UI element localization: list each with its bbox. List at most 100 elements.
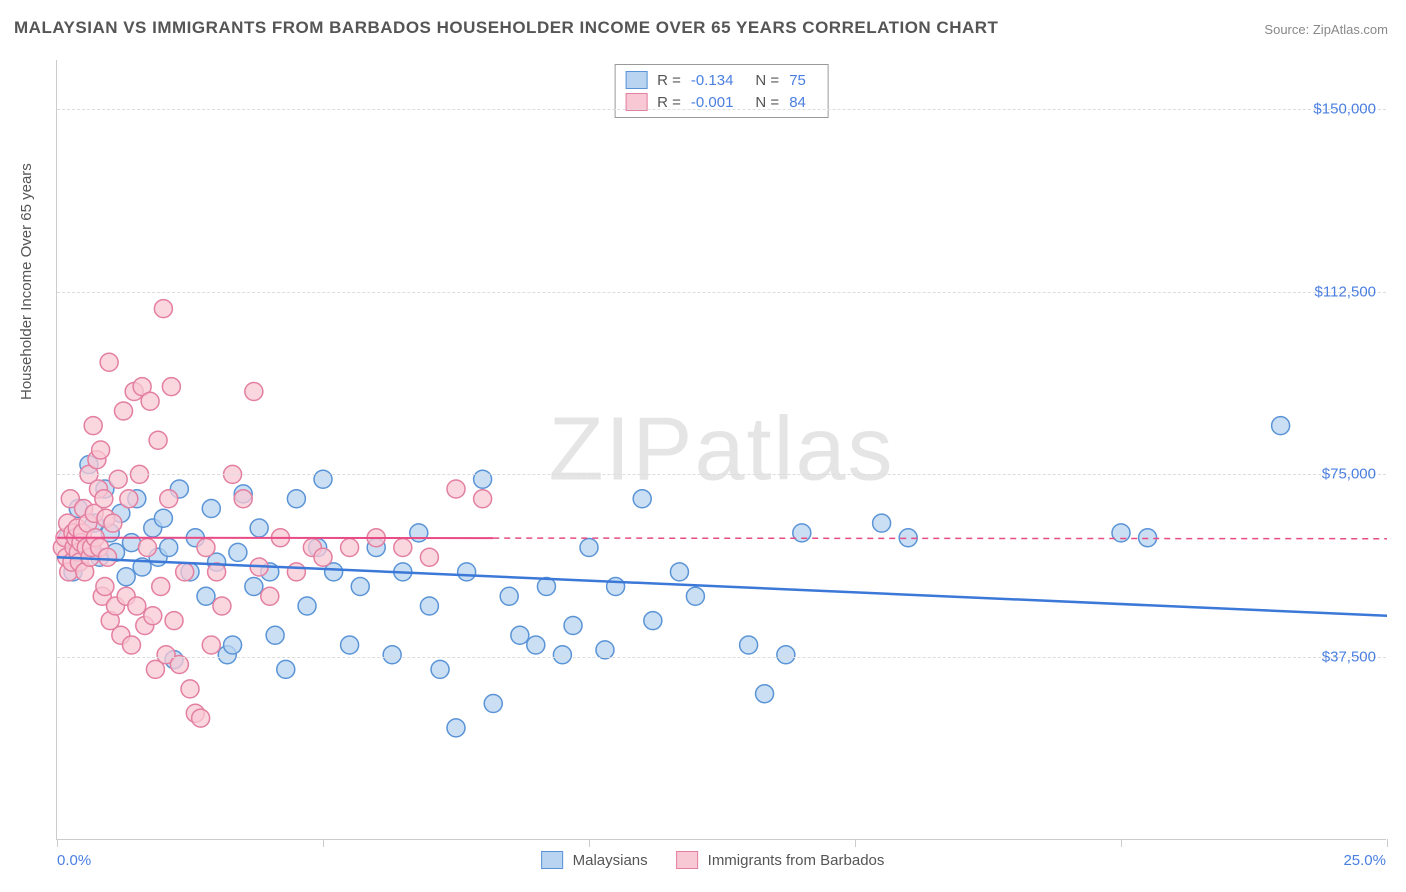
source-link[interactable]: ZipAtlas.com	[1313, 22, 1388, 37]
data-point	[120, 490, 138, 508]
legend-swatch	[676, 851, 698, 869]
data-point	[447, 480, 465, 498]
y-tick-label: $75,000	[1322, 466, 1376, 483]
data-point	[122, 534, 140, 552]
regression-line-extrap	[493, 538, 1387, 539]
data-point	[431, 660, 449, 678]
legend-label: Malaysians	[573, 852, 648, 869]
data-point	[128, 597, 146, 615]
x-tick-label: 25.0%	[1343, 852, 1386, 869]
data-point	[351, 578, 369, 596]
data-point	[213, 597, 231, 615]
data-point	[96, 578, 114, 596]
chart-plot-area: ZIPatlas R =-0.134N =75R =-0.001N =84 Ma…	[56, 60, 1386, 840]
data-point	[152, 578, 170, 596]
data-point	[777, 646, 795, 664]
data-point	[420, 597, 438, 615]
data-point	[154, 300, 172, 318]
data-point	[165, 612, 183, 630]
data-point	[458, 563, 476, 581]
data-point	[277, 660, 295, 678]
data-point	[234, 490, 252, 508]
data-point	[138, 539, 156, 557]
data-point	[144, 607, 162, 625]
source-attribution: Source: ZipAtlas.com	[1264, 22, 1388, 37]
data-point	[287, 490, 305, 508]
data-point	[644, 612, 662, 630]
y-axis-label: Householder Income Over 65 years	[18, 163, 35, 400]
data-point	[1272, 417, 1290, 435]
data-point	[596, 641, 614, 659]
legend-swatch	[625, 71, 647, 89]
data-point	[394, 539, 412, 557]
data-point	[670, 563, 688, 581]
data-point	[314, 470, 332, 488]
data-point	[160, 490, 178, 508]
data-point	[141, 392, 159, 410]
legend-label: Immigrants from Barbados	[708, 852, 885, 869]
x-tick-label: 0.0%	[57, 852, 91, 869]
data-point	[383, 646, 401, 664]
data-point	[420, 548, 438, 566]
data-point	[474, 470, 492, 488]
gridline	[57, 474, 1386, 475]
data-point	[527, 636, 545, 654]
data-point	[245, 578, 263, 596]
data-point	[287, 563, 305, 581]
data-point	[149, 431, 167, 449]
gridline	[57, 292, 1386, 293]
data-point	[104, 514, 122, 532]
x-tick	[1121, 839, 1122, 847]
data-point	[92, 441, 110, 459]
data-point	[314, 548, 332, 566]
data-point	[99, 548, 117, 566]
y-tick-label: $37,500	[1322, 649, 1376, 666]
data-point	[202, 500, 220, 518]
legend-row: R =-0.134N =75	[625, 69, 818, 91]
data-point	[793, 524, 811, 542]
data-point	[341, 539, 359, 557]
data-point	[160, 539, 178, 557]
data-point	[686, 587, 704, 605]
data-point	[1139, 529, 1157, 547]
data-point	[176, 563, 194, 581]
data-point	[580, 539, 598, 557]
data-point	[100, 353, 118, 371]
data-point	[117, 568, 135, 586]
correlation-legend: R =-0.134N =75R =-0.001N =84	[614, 64, 829, 118]
x-tick	[589, 839, 590, 847]
data-point	[170, 656, 188, 674]
data-point	[245, 383, 263, 401]
data-point	[197, 587, 215, 605]
data-point	[181, 680, 199, 698]
legend-swatch	[541, 851, 563, 869]
data-point	[474, 490, 492, 508]
data-point	[564, 617, 582, 635]
data-point	[192, 709, 210, 727]
data-point	[109, 470, 127, 488]
data-point	[154, 509, 172, 527]
data-point	[122, 636, 140, 654]
x-tick	[855, 839, 856, 847]
data-point	[197, 539, 215, 557]
data-point	[115, 402, 133, 420]
legend-n-value: 75	[789, 72, 806, 89]
data-point	[410, 524, 428, 542]
series-legend: Malaysians Immigrants from Barbados	[541, 851, 903, 869]
data-point	[229, 543, 247, 561]
data-point	[84, 417, 102, 435]
y-tick-label: $112,500	[1315, 283, 1376, 300]
legend-r-value: -0.134	[691, 72, 734, 89]
data-point	[250, 519, 268, 537]
data-point	[511, 626, 529, 644]
gridline	[57, 109, 1386, 110]
data-point	[447, 719, 465, 737]
data-point	[266, 626, 284, 644]
data-point	[202, 636, 220, 654]
data-point	[95, 490, 113, 508]
scatter-svg	[57, 60, 1386, 839]
gridline	[57, 657, 1386, 658]
data-point	[756, 685, 774, 703]
chart-title: MALAYSIAN VS IMMIGRANTS FROM BARBADOS HO…	[14, 18, 998, 38]
data-point	[633, 490, 651, 508]
